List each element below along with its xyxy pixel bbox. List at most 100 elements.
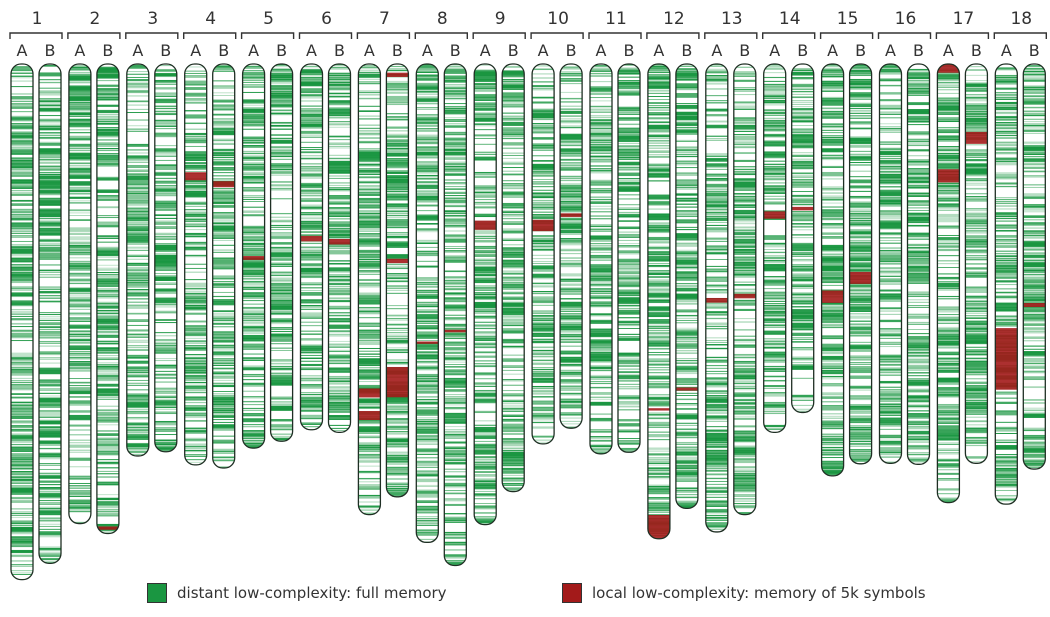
green-band [126, 262, 149, 264]
green-band [68, 209, 91, 211]
green-band [68, 495, 91, 497]
green-band [184, 329, 207, 334]
green-band [11, 266, 33, 272]
green-band [11, 406, 33, 408]
green-band [39, 175, 61, 177]
green-band [11, 72, 33, 74]
green-band [96, 207, 119, 209]
green-band [444, 218, 467, 220]
green-band [154, 319, 177, 321]
green-band [358, 236, 381, 238]
green-band [11, 86, 33, 88]
green-band [96, 473, 119, 475]
green-band [154, 234, 177, 236]
green-band [242, 242, 265, 244]
green-band [386, 92, 409, 94]
green-band [416, 96, 439, 98]
green-band [184, 451, 207, 453]
green-band [96, 160, 119, 162]
green-band [328, 236, 351, 241]
green-band [11, 208, 33, 210]
green-band [270, 184, 293, 186]
green-band [444, 134, 467, 136]
green-band [386, 459, 409, 464]
green-band [300, 312, 323, 314]
green-band [39, 145, 61, 147]
green-band [11, 489, 33, 491]
green-band [212, 189, 235, 191]
green-band [96, 453, 119, 456]
green-band [242, 200, 265, 202]
green-band [358, 150, 381, 152]
green-band [212, 87, 235, 89]
green-band [386, 143, 409, 145]
green-band [358, 241, 381, 243]
green-band [212, 161, 235, 165]
green-band [444, 250, 467, 252]
green-band [416, 355, 439, 359]
green-band [444, 400, 467, 402]
green-band [416, 210, 439, 212]
green-band [96, 440, 119, 445]
green-band [184, 454, 207, 456]
green-band [358, 271, 381, 273]
green-band [96, 110, 119, 112]
green-band [11, 211, 33, 213]
green-band [11, 236, 33, 238]
green-band [184, 242, 207, 244]
green-band [68, 268, 91, 270]
green-band [39, 497, 61, 499]
green-band [242, 167, 265, 169]
green-band [96, 501, 119, 506]
green-band [358, 422, 381, 424]
green-band [11, 467, 33, 469]
green-band [126, 304, 149, 306]
green-band [242, 65, 265, 67]
green-band [11, 208, 33, 210]
green-band [96, 326, 119, 328]
green-band [386, 343, 409, 345]
green-band [358, 470, 381, 472]
green-band [212, 263, 235, 265]
green-band [358, 259, 381, 261]
green-band [212, 101, 235, 103]
green-band [39, 551, 61, 553]
green-band [68, 492, 91, 494]
green-band [39, 136, 61, 138]
green-band [416, 422, 439, 424]
green-band [39, 314, 61, 316]
green-band [416, 331, 439, 333]
green-band [474, 474, 497, 476]
green-band [270, 365, 293, 371]
green-band [11, 352, 33, 357]
green-band [68, 193, 91, 195]
green-band [474, 360, 497, 362]
green-band [184, 235, 207, 237]
green-band [358, 495, 381, 497]
green-band [11, 522, 33, 524]
green-band [242, 230, 265, 232]
green-band [242, 155, 265, 158]
green-band [212, 119, 235, 121]
green-band [126, 270, 149, 272]
green-band [68, 265, 91, 267]
green-band [444, 205, 467, 207]
green-band [300, 321, 323, 323]
green-band [68, 269, 91, 271]
green-band [242, 287, 265, 289]
green-band [68, 387, 91, 389]
green-band [386, 316, 409, 318]
green-band [96, 250, 119, 256]
green-band [386, 127, 409, 129]
green-band [126, 446, 149, 448]
green-band [39, 474, 61, 476]
green-band [39, 401, 61, 403]
green-band [39, 128, 61, 130]
green-band [11, 187, 33, 189]
green-band [474, 151, 497, 153]
green-band [358, 105, 381, 107]
green-band [358, 374, 381, 376]
green-band [444, 70, 467, 74]
green-band [212, 169, 235, 171]
